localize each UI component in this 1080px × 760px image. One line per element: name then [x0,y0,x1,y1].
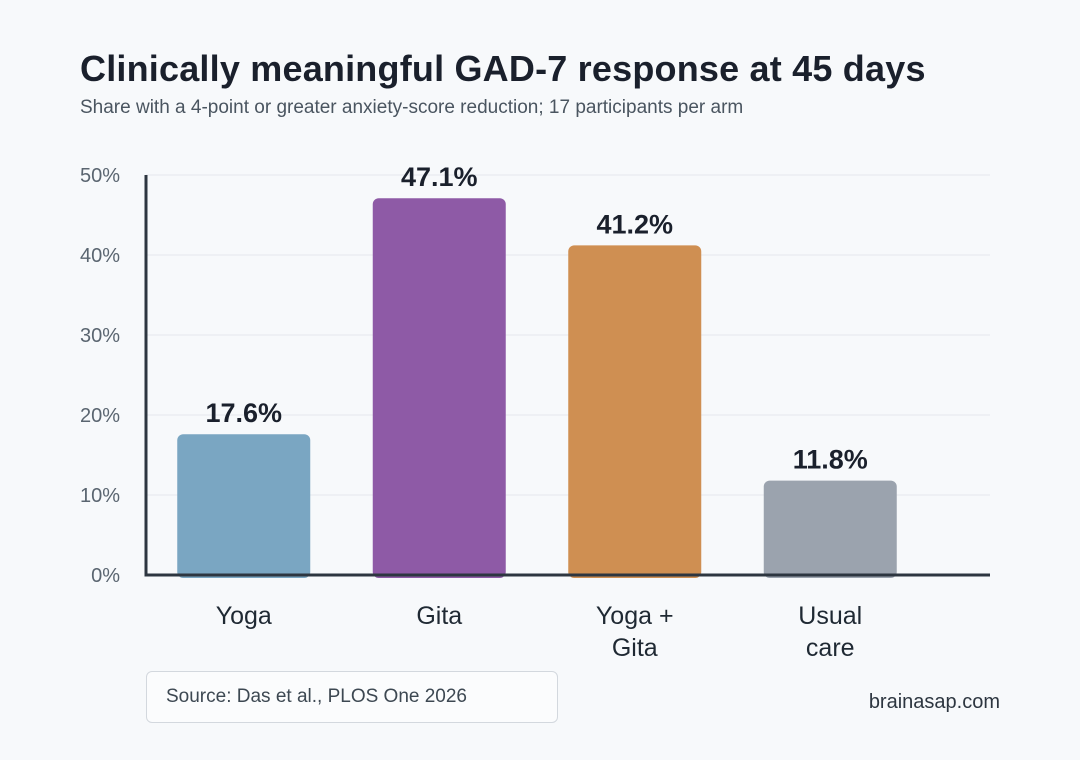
bar-value-label: 47.1% [401,162,478,192]
bar-value-label: 11.8% [793,445,868,475]
bar [763,480,897,578]
y-tick-label: 30% [80,325,120,347]
source-note: Source: Das et al., PLOS One 2026 [146,671,558,723]
category-label: Yoga [216,602,272,630]
brand-label: brainasap.com [868,691,1000,713]
y-tick-label: 20% [80,405,120,427]
y-tick-label: 0% [91,565,120,587]
bar [372,198,506,578]
category-label: Usual care [798,602,862,662]
category-label: Yoga + Gita [596,602,674,662]
y-tick-label: 10% [80,485,120,507]
chart-subtitle: Share with a 4-point or greater anxiety-… [80,97,744,118]
y-tick-label: 40% [80,245,120,267]
y-tick-label: 50% [80,165,120,187]
bar [177,434,311,578]
category-label: Gita [416,602,462,630]
chart-title: Clinically meaningful GAD-7 response at … [80,48,926,89]
bar-value-label: 41.2% [596,209,673,239]
bar-value-label: 17.6% [205,398,282,428]
bar [568,245,702,578]
source-text: Source: Das et al., PLOS One 2026 [166,686,468,707]
